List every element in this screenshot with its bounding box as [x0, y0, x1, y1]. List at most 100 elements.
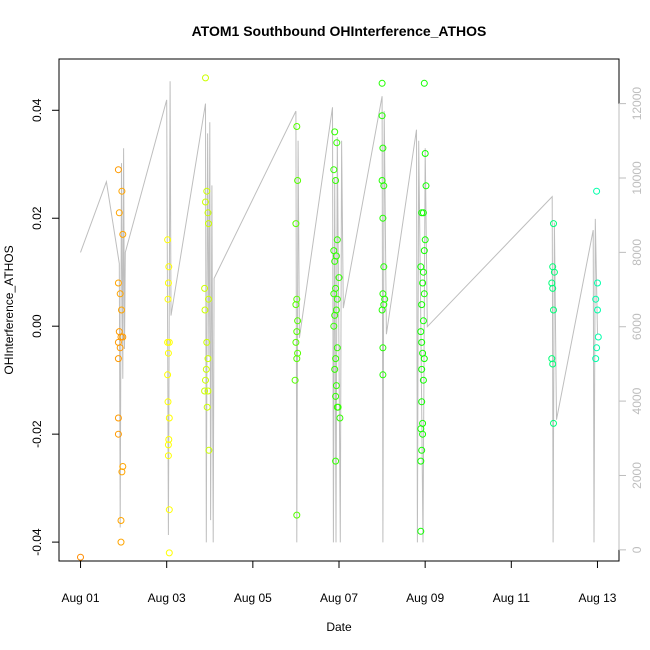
x-tick-label: Aug 13 — [578, 591, 616, 605]
data-point — [380, 182, 388, 190]
data-point — [378, 79, 386, 87]
data-point — [419, 317, 427, 325]
data-point — [332, 355, 340, 363]
data-point — [379, 371, 387, 379]
data-point — [333, 344, 341, 352]
data-point — [293, 123, 301, 130]
data-point — [204, 209, 212, 217]
data-point — [114, 279, 122, 287]
data-point — [115, 209, 123, 217]
data-point — [421, 236, 429, 244]
data-point — [593, 344, 601, 352]
data-point — [420, 290, 428, 298]
y-tick-label-right: 8000 — [630, 239, 644, 266]
data-point — [203, 187, 211, 195]
data-point — [164, 371, 172, 379]
data-point — [419, 279, 427, 287]
data-point — [550, 268, 558, 276]
data-point — [592, 355, 600, 363]
data-point — [331, 257, 339, 265]
data-point — [593, 187, 601, 195]
data-point — [164, 349, 172, 357]
data-point — [379, 144, 387, 152]
data-point — [549, 360, 557, 368]
data-point — [331, 128, 339, 136]
data-point — [292, 220, 300, 228]
data-point — [164, 452, 172, 460]
y-axis-label: OHInterference_ATHOS — [2, 245, 16, 374]
x-tick-label: Aug 11 — [493, 591, 530, 605]
y-tick-label-right: 0 — [630, 546, 644, 553]
data-point — [202, 198, 209, 206]
y-tick-label-left: 0.04 — [30, 98, 44, 122]
y-tick-label-right: 2000 — [630, 462, 644, 489]
data-point — [417, 457, 425, 465]
data-point — [292, 338, 300, 346]
x-tick-label: Aug 03 — [148, 591, 186, 605]
data-point — [205, 220, 212, 228]
data-point — [417, 263, 425, 271]
data-point — [421, 150, 429, 157]
data-point — [418, 446, 426, 454]
data-point — [332, 392, 340, 400]
data-point — [205, 446, 213, 454]
data-point — [417, 527, 425, 535]
data-point — [334, 403, 342, 411]
data-point — [333, 139, 341, 147]
data-point — [165, 506, 173, 514]
data-point — [202, 376, 209, 384]
data-point — [550, 220, 557, 228]
data-point — [418, 365, 426, 373]
data-point — [330, 322, 338, 330]
data-point — [331, 311, 339, 319]
data-point — [117, 517, 125, 524]
data-point — [118, 468, 126, 476]
x-tick-label: Aug 09 — [406, 591, 444, 605]
data-point — [550, 419, 557, 427]
y-tick-label-left: 0.00 — [30, 314, 44, 338]
data-point — [418, 398, 426, 406]
data-point — [330, 290, 338, 298]
data-point — [335, 274, 343, 282]
data-point — [331, 365, 339, 373]
data-point — [164, 398, 172, 406]
data-point — [164, 236, 172, 244]
data-point — [165, 263, 173, 271]
y-axis-left: -0.04 -0.02 0.00 0.02 0.04 — [30, 98, 60, 556]
data-point — [203, 338, 211, 346]
chart-title: ATOM1 Southbound OHInterference_ATHOS — [192, 23, 487, 39]
data-point — [114, 414, 122, 422]
y-tick-label-right: 10000 — [630, 161, 644, 195]
data-point — [336, 414, 344, 422]
data-point — [164, 441, 172, 449]
data-point — [419, 430, 427, 438]
data-point — [119, 333, 127, 341]
data-point — [294, 177, 302, 184]
data-point — [202, 365, 210, 373]
y-tick-label-left: -0.04 — [30, 528, 44, 556]
data-point — [294, 349, 302, 357]
data-point — [201, 387, 209, 395]
data-point — [418, 209, 426, 217]
data-point — [118, 187, 126, 195]
data-point — [378, 112, 386, 120]
data-point — [549, 284, 557, 292]
data-point — [330, 247, 338, 255]
data-point — [114, 430, 122, 438]
data-point — [422, 182, 430, 190]
data-point — [293, 328, 301, 336]
data-point — [417, 328, 425, 336]
data-point — [116, 344, 124, 352]
data-point — [379, 214, 387, 222]
data-point — [420, 79, 428, 87]
data-point — [165, 414, 173, 422]
data-point — [379, 344, 387, 352]
data-point — [114, 166, 122, 174]
data-point — [419, 376, 427, 384]
x-axis-label: Date — [326, 620, 352, 634]
data-point — [164, 279, 172, 287]
data-point — [165, 436, 173, 443]
data-point — [418, 338, 426, 346]
data-point — [333, 295, 341, 303]
